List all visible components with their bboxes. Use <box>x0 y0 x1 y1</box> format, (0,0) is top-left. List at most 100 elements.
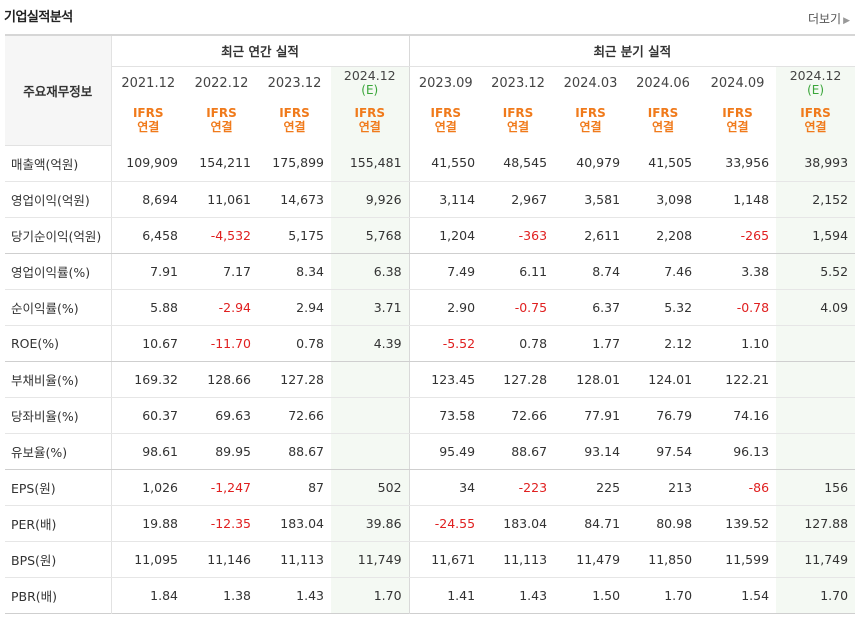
value-cell: 1,204 <box>409 217 483 254</box>
table-row: PBR(배) 1.84 1.38 1.43 1.70 1.41 1.43 1.50 1.70 1.… <box>5 577 856 613</box>
row-label: 영업이익(억원) <box>5 181 112 218</box>
value-cell: 98.61 <box>111 433 185 470</box>
consolidated-label: 연결 <box>210 120 233 134</box>
period-header: 2022.12 <box>185 66 258 100</box>
row-label: 당좌비율(%) <box>5 397 112 434</box>
value-cell <box>331 361 410 398</box>
value-cell: 1.38 <box>223 587 251 603</box>
financial-table: 주요재무정보 최근 연간 실적 최근 분기 실적 2021.12 2022.12 2… <box>5 34 856 614</box>
value-cell <box>776 361 856 398</box>
value-cell: 11,095 <box>111 541 185 578</box>
consolidated-label: 연결 <box>358 120 381 134</box>
value-cell: 97.54 <box>627 433 700 470</box>
consolidated-label: 연결 <box>283 120 306 134</box>
ifrs-label: IFRS <box>430 106 462 120</box>
value-cell: 7.49 <box>409 253 483 290</box>
value-cell: 11,113 <box>482 541 555 578</box>
value-cell: 1,594 <box>776 217 856 254</box>
standard-header: IFRS 연결 <box>258 100 331 145</box>
period-label: 2021.12 <box>121 75 176 91</box>
value-cell: 8.34 <box>258 253 331 290</box>
value-cell: -363 <box>482 217 555 254</box>
row-label: 유보율(%) <box>5 433 112 470</box>
value-cell: 502 <box>331 469 410 506</box>
value-cell: 11,749 <box>776 541 856 578</box>
value-cell: 1.10 <box>699 325 777 362</box>
value-cell: -86 <box>699 469 777 506</box>
value-cell: 87 <box>258 469 331 506</box>
period-label: 2023.12 <box>491 75 545 91</box>
value-cell: 9,926 <box>331 181 410 218</box>
period-label: 2023.09 <box>418 75 473 91</box>
value-cell: 5,175 <box>258 217 331 254</box>
value-cell: 169.32 <box>111 361 185 398</box>
table-row: 유보율(%) 98.61 89.95 88.67 95.49 88.67 93.14 97.5… <box>5 433 856 470</box>
value-cell: 48,545 <box>482 145 555 182</box>
row-label: 영업이익률(%) <box>5 253 112 290</box>
value-cell <box>776 397 856 434</box>
value-cell: 3.71 <box>331 289 410 326</box>
value-cell: 1.70 <box>776 577 856 613</box>
ifrs-label: IFRS <box>575 106 606 120</box>
table-row: 영업이익(억원) 8,694 11,061 14,673 9,926 3,114 2,967… <box>5 181 856 218</box>
value-cell: 5,768 <box>331 217 410 254</box>
value-cell: 39.86 <box>331 505 410 542</box>
ifrs-label: IFRS <box>132 106 164 120</box>
value-cell: -265 <box>699 217 777 254</box>
value-cell: 33,956 <box>699 145 777 182</box>
standard-header: IFRS 연결 <box>111 100 185 145</box>
value-cell: 124.01 <box>627 361 700 398</box>
value-cell: -2.94 <box>185 289 258 326</box>
value-cell: 14,673 <box>258 181 331 218</box>
value-cell: 11,479 <box>554 541 628 578</box>
value-cell: 5.88 <box>111 289 185 326</box>
value-cell: 1.43 <box>296 587 324 603</box>
row-label: 순이익률(%) <box>5 289 112 326</box>
period-label: 2024.12 <box>343 68 396 84</box>
consolidated-label: 연결 <box>579 120 602 134</box>
value-cell: 127.28 <box>258 361 331 398</box>
period-label: 2024.12 <box>789 68 842 84</box>
value-cell: 1.84 <box>150 587 178 603</box>
table-row: PER(배) 19.88 -12.35 183.04 39.86 -24.55 183.04… <box>5 505 856 542</box>
chevron-right-icon: ▶ <box>843 16 850 26</box>
value-cell: 1.77 <box>554 325 628 362</box>
value-cell: 72.66 <box>258 397 331 434</box>
value-cell: 127.28 <box>482 361 555 398</box>
value-cell: 60.37 <box>111 397 185 434</box>
value-cell: 11,850 <box>627 541 700 578</box>
ifrs-label: IFRS <box>502 106 534 120</box>
value-cell: 38,993 <box>776 145 856 182</box>
value-cell: 2.94 <box>258 289 331 326</box>
value-cell: 3.38 <box>699 253 777 290</box>
consolidated-label: 연결 <box>434 120 457 134</box>
ifrs-label: IFRS <box>800 106 831 120</box>
more-link[interactable]: 더보기 ▶ <box>808 10 850 27</box>
value-cell: -12.35 <box>185 505 258 542</box>
row-label: 매출액(억원) <box>5 145 112 182</box>
value-cell: 84.71 <box>554 505 628 542</box>
estimate-mark: (E) <box>807 83 825 98</box>
value-cell: 4.39 <box>331 325 410 362</box>
table-row: 매출액(억원) 109,909 154,211 175,899 155,481 41,55… <box>5 145 856 182</box>
value-cell: 183.04 <box>482 505 555 542</box>
standard-header: IFRS 연결 <box>554 100 628 145</box>
value-cell: 11,599 <box>699 541 777 578</box>
value-cell: 1.70 <box>664 587 693 603</box>
value-cell: 225 <box>554 469 628 506</box>
period-header: 2023.12 <box>258 66 331 100</box>
row-label: ROE(%) <box>5 325 112 362</box>
value-cell: -11.70 <box>185 325 258 362</box>
ifrs-label: IFRS <box>722 106 753 120</box>
standard-header: IFRS 연결 <box>482 100 555 145</box>
value-cell: 2,967 <box>482 181 555 218</box>
consolidated-label: 연결 <box>137 120 160 134</box>
consolidated-label: 연결 <box>726 120 749 134</box>
value-cell <box>331 433 410 470</box>
value-cell: 74.16 <box>699 397 777 434</box>
value-cell: 41,550 <box>409 145 483 182</box>
standard-header: IFRS 연결 <box>699 100 777 145</box>
value-cell: 93.14 <box>554 433 628 470</box>
value-cell: 6,458 <box>111 217 185 254</box>
value-cell: 77.91 <box>554 397 628 434</box>
